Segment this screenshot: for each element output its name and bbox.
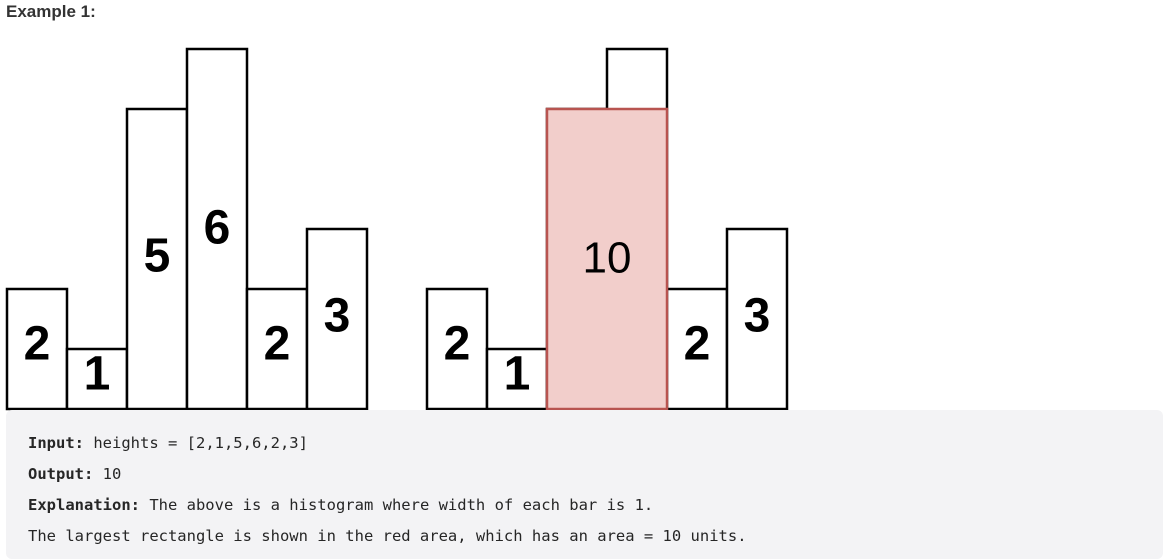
bar-label-6: 3 <box>324 290 351 343</box>
bar-label-1: 2 <box>24 318 51 371</box>
bar-4 <box>185 47 249 411</box>
explanation-value: The above is a histogram where width of … <box>139 496 654 514</box>
input-line: Input: heights = [2,1,5,6,2,3] <box>28 428 1141 459</box>
input-label: Input: <box>28 434 84 452</box>
explanation-label: Explanation: <box>28 496 140 514</box>
output-label: Output: <box>28 465 94 483</box>
bar-label-5: 2 <box>684 318 711 371</box>
bar-label-6: 3 <box>744 290 771 343</box>
bar-label-5: 2 <box>264 318 291 371</box>
bar-1 <box>425 287 489 411</box>
bar-6 <box>725 227 789 411</box>
bar-2 <box>65 347 129 411</box>
highlight-area <box>545 107 669 411</box>
bar-6 <box>305 227 369 411</box>
bar-5 <box>665 287 729 411</box>
output-value: 10 <box>93 465 122 483</box>
bar-label-2: 1 <box>84 348 111 401</box>
bar-label-3: 5 <box>144 230 171 283</box>
output-line: Output: 10 <box>28 459 1141 490</box>
bar-label-1: 2 <box>444 318 471 371</box>
example-heading: Example 1: <box>6 2 96 21</box>
bar-5 <box>245 287 309 411</box>
highlight-area-label: 10 <box>583 234 632 283</box>
input-value: heights = [2,1,5,6,2,3] <box>84 434 308 452</box>
example-code-block: Input: heights = [2,1,5,6,2,3] Output: 1… <box>6 410 1163 559</box>
explanation-line: Explanation: The above is a histogram wh… <box>28 490 1141 521</box>
explanation-line-2: The largest rectangle is shown in the re… <box>28 527 747 545</box>
bar-label-2: 1 <box>504 348 531 401</box>
bar-label-4: 6 <box>204 202 231 255</box>
